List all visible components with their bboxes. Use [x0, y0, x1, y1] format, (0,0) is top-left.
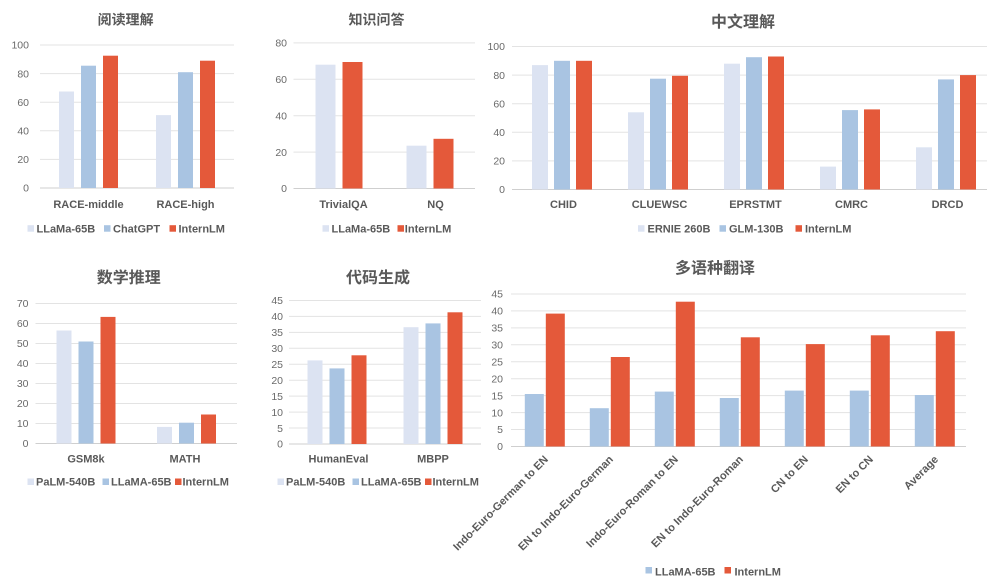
svg-text:30: 30 [271, 343, 283, 355]
svg-text:30: 30 [17, 378, 29, 390]
svg-text:50: 50 [17, 338, 29, 350]
svg-text:CHID: CHID [550, 199, 577, 211]
svg-text:40: 40 [17, 358, 29, 370]
svg-text:0: 0 [497, 441, 503, 453]
svg-text:0: 0 [281, 183, 287, 195]
svg-text:30: 30 [491, 340, 503, 352]
svg-text:GSM8k: GSM8k [67, 454, 105, 466]
svg-text:10: 10 [491, 407, 503, 419]
svg-text:100: 100 [11, 40, 29, 52]
svg-text:45: 45 [491, 289, 503, 301]
svg-text:MBPP: MBPP [417, 454, 449, 466]
svg-text:LLaMA-65B: LLaMA-65B [111, 477, 172, 489]
svg-text:60: 60 [17, 97, 29, 109]
svg-text:GLM-130B: GLM-130B [729, 223, 783, 235]
svg-text:CMRC: CMRC [835, 199, 868, 211]
svg-text:10: 10 [17, 418, 29, 430]
svg-text:60: 60 [17, 318, 29, 330]
svg-text:100: 100 [487, 41, 505, 53]
svg-text:40: 40 [17, 126, 29, 138]
svg-text:20: 20 [17, 398, 29, 410]
svg-text:CLUEWSC: CLUEWSC [632, 199, 688, 211]
svg-text:InternLM: InternLM [433, 477, 479, 489]
svg-text:80: 80 [17, 68, 29, 80]
svg-text:25: 25 [271, 359, 283, 371]
svg-text:LLaMa-65B: LLaMa-65B [332, 223, 391, 235]
svg-text:20: 20 [271, 375, 283, 387]
svg-text:RACE-high: RACE-high [156, 199, 214, 211]
svg-text:35: 35 [271, 327, 283, 339]
svg-text:60: 60 [493, 98, 505, 110]
svg-text:70: 70 [17, 298, 29, 310]
svg-text:0: 0 [23, 183, 29, 195]
svg-text:20: 20 [275, 147, 287, 159]
svg-text:DRCD: DRCD [932, 199, 964, 211]
svg-text:0: 0 [277, 439, 283, 451]
svg-text:InternLM: InternLM [183, 477, 229, 489]
svg-text:25: 25 [491, 356, 503, 368]
svg-text:InternLM: InternLM [405, 223, 451, 235]
svg-text:EPRSTMT: EPRSTMT [729, 199, 782, 211]
svg-text:20: 20 [493, 156, 505, 168]
svg-text:InternLM: InternLM [179, 223, 225, 235]
svg-text:80: 80 [275, 38, 287, 50]
svg-text:45: 45 [271, 295, 283, 307]
svg-text:LLaMa-65B: LLaMa-65B [37, 223, 96, 235]
svg-text:5: 5 [497, 424, 503, 436]
svg-text:ERNIE 260B: ERNIE 260B [648, 223, 711, 235]
svg-text:MATH: MATH [170, 454, 201, 466]
svg-text:40: 40 [493, 127, 505, 139]
svg-text:PaLM-540B: PaLM-540B [286, 477, 345, 489]
svg-text:TrivialQA: TrivialQA [319, 199, 367, 211]
svg-text:0: 0 [23, 438, 29, 450]
svg-text:0: 0 [499, 184, 505, 196]
svg-text:35: 35 [491, 323, 503, 335]
svg-text:40: 40 [491, 306, 503, 318]
svg-text:NQ: NQ [427, 199, 444, 211]
svg-text:60: 60 [275, 74, 287, 86]
svg-text:20: 20 [17, 154, 29, 166]
svg-text:RACE-middle: RACE-middle [53, 199, 123, 211]
svg-text:40: 40 [275, 110, 287, 122]
svg-text:PaLM-540B: PaLM-540B [36, 477, 95, 489]
svg-text:40: 40 [271, 311, 283, 323]
svg-text:5: 5 [277, 423, 283, 435]
svg-text:15: 15 [491, 390, 503, 402]
svg-text:80: 80 [493, 70, 505, 82]
svg-text:InternLM: InternLM [805, 223, 851, 235]
svg-text:20: 20 [491, 373, 503, 385]
svg-text:ChatGPT: ChatGPT [113, 223, 160, 235]
svg-text:InternLM: InternLM [735, 567, 781, 579]
svg-text:LLaMA-65B: LLaMA-65B [361, 477, 422, 489]
svg-text:10: 10 [271, 407, 283, 419]
svg-text:15: 15 [271, 391, 283, 403]
svg-text:LLaMA-65B: LLaMA-65B [655, 567, 716, 579]
svg-text:HumanEval: HumanEval [309, 454, 369, 466]
